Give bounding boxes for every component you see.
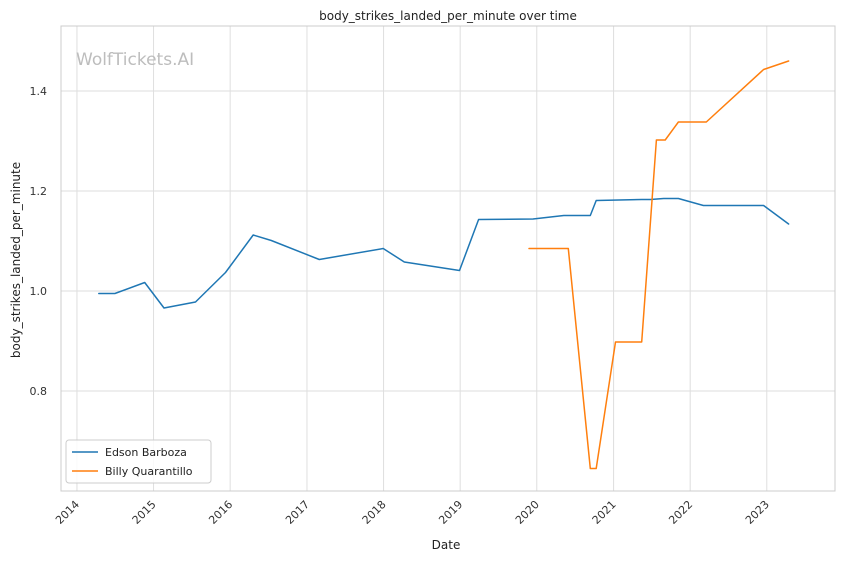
watermark: WolfTickets.AI <box>76 50 194 70</box>
y-tick-label-0-8: 0.8 <box>30 385 48 398</box>
series-line-edson-barboza <box>98 197 790 309</box>
legend-box <box>65 439 212 484</box>
legend-label-billy-quarantillo: Billy Quarantillo <box>105 465 193 478</box>
chart-title: body_strikes_landed_per_minute over time <box>319 9 577 23</box>
y-axis-label: body_strikes_landed_per_minute <box>9 162 23 358</box>
legend: Edson Barboza Billy Quarantillo <box>65 439 212 484</box>
grid-layer <box>61 26 835 491</box>
series-layer <box>98 60 790 470</box>
y-tick-label-1-2: 1.2 <box>30 185 48 198</box>
y-tick-label-1-0: 1.0 <box>30 285 48 298</box>
legend-label-edson-barboza: Edson Barboza <box>105 446 187 459</box>
x-axis-label: Date <box>432 538 461 552</box>
series-line-billy-quarantillo <box>528 60 790 470</box>
plot-frame <box>60 25 836 492</box>
y-tick-label-1-4: 1.4 <box>30 85 48 98</box>
